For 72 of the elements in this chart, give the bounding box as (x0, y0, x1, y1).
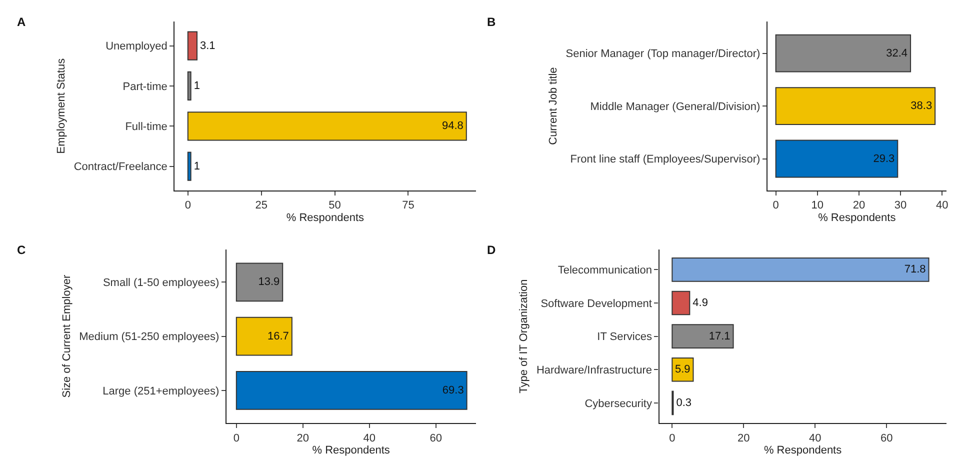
data-label: 16.7 (268, 330, 289, 342)
text: D (487, 243, 496, 257)
y-tick-label: IT Services (597, 331, 652, 344)
x-tick-label: 40 (808, 432, 822, 444)
y-tick-label: Senior Manager (Top manager/Director) (566, 48, 760, 60)
y-tick-label: Part-time (122, 80, 168, 93)
y-tick-label: Medium (51-250 employees) (79, 331, 220, 344)
data-label: 3.1 (200, 40, 216, 52)
y-tick-label: Contract/Freelance (74, 161, 168, 174)
bar (236, 262, 284, 302)
bar (672, 324, 734, 348)
bar (236, 371, 468, 410)
text: C (17, 243, 26, 257)
x-tick-label: 25 (255, 200, 268, 212)
x-tick-label: 0 (233, 432, 240, 444)
x-tick-label: 10 (811, 200, 824, 212)
bar (775, 140, 898, 178)
x-tick-label: 50 (328, 200, 341, 212)
y-tick-label: Middle Manager (General/Division) (590, 100, 760, 113)
x-tick-label: 75 (402, 200, 414, 212)
x-tick-label: 60 (880, 432, 893, 444)
data-label: 38.3 (910, 100, 932, 112)
x-axis-title: % Respondents (312, 444, 390, 456)
bar (187, 31, 198, 60)
y-tick-label: Full-time (125, 120, 168, 133)
y-axis-title: Type of IT Organization (518, 279, 530, 394)
bar (672, 290, 690, 316)
x-tick-label: 30 (894, 200, 907, 212)
x-tick-label: 0 (772, 200, 779, 212)
data-label: 1 (194, 160, 200, 172)
x-axis-title: % Respondents (764, 444, 842, 456)
data-label: 5.9 (674, 364, 690, 376)
x-tick-label: 20 (296, 432, 310, 444)
text: A (17, 15, 26, 29)
data-label: 13.9 (258, 276, 280, 288)
y-tick-label: Software Development (540, 298, 652, 310)
y-tick-label: Front line staff (Employees/Supervisor) (570, 154, 760, 166)
y-axis-title: Current Job title (547, 67, 560, 145)
y-axis-title: Employment Status (55, 58, 68, 154)
x-tick-label: 40 (363, 432, 376, 444)
y-tick-label: Telecommunication (558, 264, 652, 277)
x-tick-label: 20 (738, 432, 750, 444)
y-tick-label: Cybersecurity (584, 398, 652, 410)
data-label: 17.1 (708, 330, 730, 342)
bar (672, 258, 930, 282)
x-tick-label: 0 (184, 200, 191, 212)
bar (775, 87, 936, 125)
y-tick-label: Unemployed (106, 40, 168, 53)
data-label: 71.8 (904, 264, 926, 276)
data-label: 1 (194, 80, 200, 92)
bar (187, 152, 192, 181)
data-label: 4.9 (692, 296, 708, 309)
y-tick-label: Large (251+employees) (102, 385, 220, 398)
data-label: 94.8 (442, 120, 464, 132)
data-label: 69.3 (442, 384, 464, 396)
data-label: 0.3 (676, 396, 692, 409)
x-tick-label: 60 (430, 432, 442, 444)
bar (775, 34, 912, 72)
text: B (487, 15, 496, 29)
x-axis-title: % Respondents (286, 212, 365, 224)
x-axis-title: % Respondents (818, 212, 896, 224)
data-label: 32.4 (886, 47, 908, 60)
bar (187, 71, 192, 101)
y-tick-label: Small (1-50 employees) (102, 277, 220, 290)
data-label: 29.3 (873, 152, 895, 165)
x-tick-label: 20 (852, 200, 866, 212)
x-tick-label: 40 (936, 200, 948, 212)
y-axis-title: Size of Current Employer (60, 274, 73, 398)
bar (236, 316, 292, 356)
x-tick-label: 0 (669, 432, 676, 444)
bar (187, 112, 467, 141)
y-tick-label: Hardware/Infrastructure (536, 364, 652, 376)
